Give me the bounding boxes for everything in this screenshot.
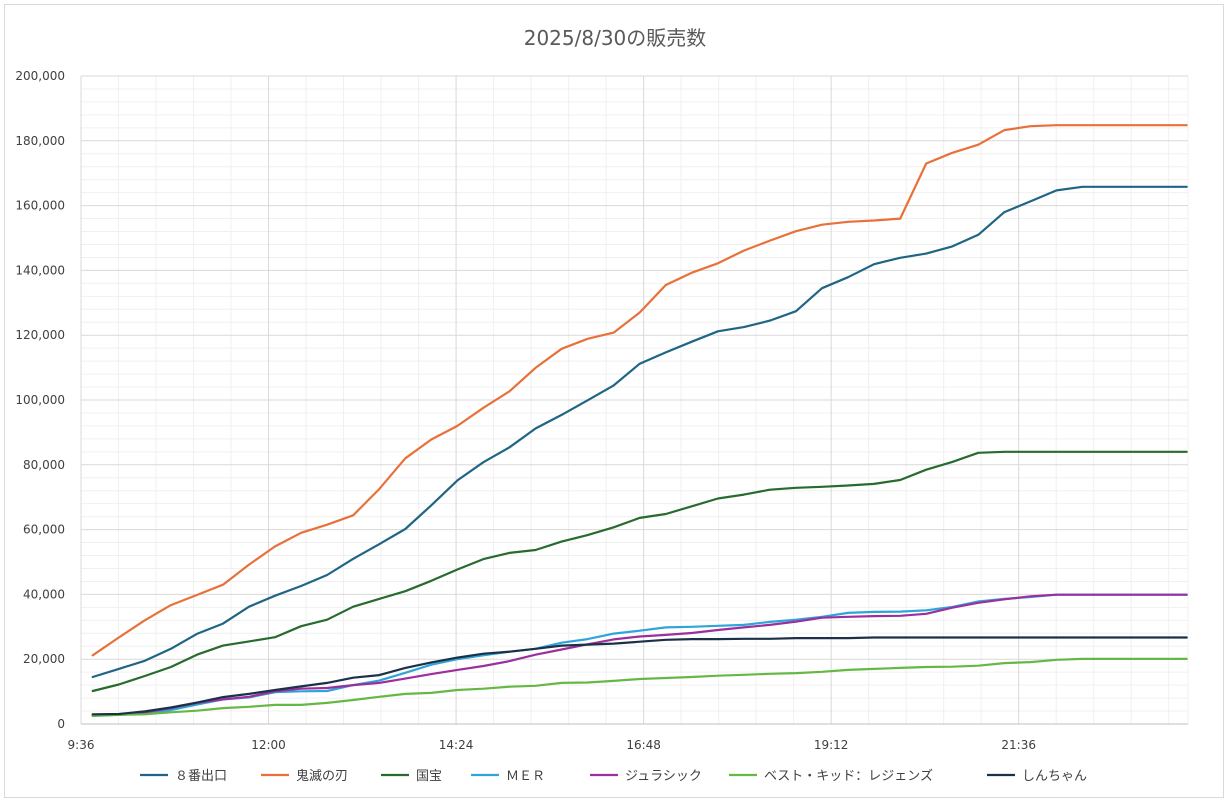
y-tick-label: 140,000 bbox=[15, 263, 65, 277]
legend-label: しんちゃん bbox=[1022, 769, 1087, 784]
legend-item: しんちゃん bbox=[987, 769, 1087, 784]
legend-label: ＭＥＲ bbox=[506, 769, 545, 784]
y-tick-label: 40,000 bbox=[23, 587, 65, 601]
y-tick-label: 20,000 bbox=[23, 652, 65, 666]
x-tick-label: 21:36 bbox=[1001, 738, 1036, 752]
legend-item: ジュラシック bbox=[590, 769, 702, 784]
series-line-5 bbox=[91, 593, 1188, 717]
legend-label: ジュラシック bbox=[625, 769, 702, 784]
y-tick-label: 80,000 bbox=[23, 458, 65, 472]
x-tick-label: 19:12 bbox=[814, 738, 849, 752]
legend-item: 鬼滅の刃 bbox=[261, 768, 348, 784]
x-tick-label: 9:36 bbox=[68, 738, 95, 752]
legend-item: ＭＥＲ bbox=[471, 769, 545, 784]
y-tick-label: 160,000 bbox=[15, 199, 65, 213]
x-tick-label: 16:48 bbox=[626, 738, 661, 752]
series-line-2 bbox=[91, 124, 1188, 657]
series-line-1 bbox=[91, 185, 1188, 679]
legend-item: 国宝 bbox=[381, 769, 442, 784]
legend-item: ベスト・キッド：レジェンズ bbox=[729, 768, 933, 784]
legend-label: 国宝 bbox=[416, 769, 442, 784]
series-line-4 bbox=[91, 593, 1188, 717]
legend-label: ベスト・キッド：レジェンズ bbox=[764, 768, 933, 784]
y-axis-tick-labels: 0 20,000 40,000 60,000 80,000 100,000 120,000 1… bbox=[15, 69, 65, 731]
chart-title: 2025/8/30の販売数 bbox=[524, 26, 707, 50]
series-line-7 bbox=[91, 636, 1188, 716]
y-tick-label: 120,000 bbox=[15, 328, 65, 342]
y-tick-label: 200,000 bbox=[15, 69, 65, 83]
series-lines bbox=[91, 124, 1188, 718]
major-gridlines bbox=[80, 75, 1188, 724]
legend-label: ８番出口 bbox=[175, 769, 227, 784]
y-tick-label: 0 bbox=[57, 717, 65, 731]
series-line-3 bbox=[91, 450, 1188, 693]
legend-item: ８番出口 bbox=[140, 769, 227, 784]
legend: ８番出口 鬼滅の刃 国宝 ＭＥＲ ジュラシック ベスト・キッド：レジェンズ しんちゃん bbox=[140, 768, 1087, 784]
chart-frame: 2025/8/30の販売数 0 20,000 40,000 60,000 80,000 1… bbox=[4, 4, 1224, 798]
legend-label: 鬼滅の刃 bbox=[296, 768, 348, 784]
x-tick-label: 14:24 bbox=[439, 738, 474, 752]
y-tick-label: 180,000 bbox=[15, 134, 65, 148]
series-line-6 bbox=[91, 657, 1188, 718]
minor-gridlines bbox=[81, 76, 1189, 724]
x-tick-label: 12:00 bbox=[251, 738, 286, 752]
line-chart: 2025/8/30の販売数 0 20,000 40,000 60,000 80,000 1… bbox=[15, 26, 1189, 784]
x-axis-tick-labels: 9:36 12:00 14:24 16:48 19:12 21:36 bbox=[68, 738, 1036, 752]
y-tick-label: 100,000 bbox=[15, 393, 65, 407]
y-tick-label: 60,000 bbox=[23, 523, 65, 537]
